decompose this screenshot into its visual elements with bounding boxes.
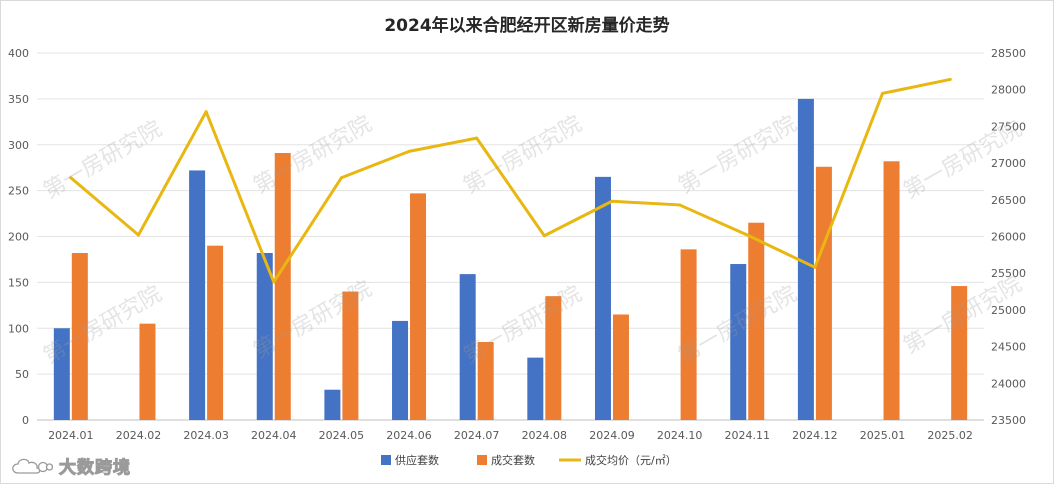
price-point [813,265,817,269]
price-point [69,176,73,180]
x-axis: 2024.01 2024.02 2024.03 2024.04 2024.05 2024.… [48,429,973,442]
y-left-tick-label: 300 [8,139,29,152]
price-line [69,77,952,284]
x-tick-label: 2024.06 [386,429,432,442]
price-point [745,233,749,237]
y-right-tick-label: 25500 [991,267,1026,280]
y-left-tick-label: 200 [8,231,29,244]
y-left-tick-label: 250 [8,185,29,198]
x-tick-label: 2024.04 [251,429,297,442]
price-point [948,77,952,81]
brand-logo: 大数跨境 [9,453,131,479]
y-right-tick-label: 28000 [991,84,1026,97]
y-right-tick-label: 27500 [991,120,1026,133]
supply-bar [459,274,476,420]
x-tick-label: 2024.10 [657,429,703,442]
price-point [678,203,682,207]
watermark-text: 第一房研究院 [459,282,586,370]
supply-bar [797,98,814,420]
legend-swatch [477,455,487,465]
series-supply-bars [53,98,814,420]
series-deal-bars [71,153,968,420]
x-tick-label: 2024.11 [725,429,771,442]
y-right-tick-label: 24500 [991,341,1026,354]
watermark-text: 第一房研究院 [459,112,586,200]
deal-bar [748,222,765,420]
deal-bar [71,253,88,420]
deal-bar [410,193,427,420]
y-right-tick-label: 26500 [991,194,1026,207]
deal-bar [342,291,359,420]
price-point [204,110,208,114]
gridlines [37,52,984,421]
supply-bar [730,264,747,420]
price-point [542,234,546,238]
watermark-text: 第一房研究院 [249,112,376,200]
legend-label: 成交均价（元/㎡） [585,453,677,467]
y-right-tick-label: 26000 [991,231,1026,244]
y-axis-right: 23500 24000 24500 25000 25500 26000 26500 27000… [991,47,1026,427]
deal-bar [815,166,832,420]
y-left-tick-label: 350 [8,93,29,106]
y-left-tick-label: 0 [22,414,29,427]
price-point [475,136,479,140]
supply-bar [527,357,544,420]
supply-bar [594,176,611,420]
chart-title: 2024年以来合肥经开区新房量价走势 [384,15,669,36]
price-point [407,149,411,153]
deal-bar [477,342,494,420]
brand-text: 大数跨境 [59,458,131,479]
deal-bar [545,296,562,420]
deal-bar [207,245,224,420]
y-axis-left: 0 50 100 150 200 250 300 350 400 [8,47,29,427]
y-right-tick-label: 27000 [991,157,1026,170]
legend[interactable]: 供应套数 成交套数 成交均价（元/㎡） [381,453,677,467]
legend-label: 成交套数 [491,453,535,467]
y-right-tick-label: 24000 [991,377,1026,390]
legend-swatch [381,455,391,465]
supply-bar [392,320,409,420]
x-tick-label: 2024.12 [792,429,838,442]
x-tick-label: 2025.01 [860,429,906,442]
y-left-tick-label: 150 [8,276,29,289]
price-point [136,233,140,237]
x-tick-label: 2024.03 [183,429,229,442]
deal-bar [274,153,291,420]
deal-bar [680,249,697,420]
y-right-tick-label: 25000 [991,304,1026,317]
supply-bar [256,253,273,420]
x-tick-label: 2024.02 [116,429,162,442]
price-point [881,91,885,95]
x-tick-label: 2024.01 [48,429,94,442]
supply-bar [53,328,70,420]
x-tick-label: 2024.07 [454,429,500,442]
y-left-tick-label: 100 [8,322,29,335]
series-price-line [69,77,952,284]
watermark-text: 第一房研究院 [674,112,801,200]
y-right-tick-label: 28500 [991,47,1026,60]
x-tick-label: 2024.05 [319,429,365,442]
x-tick-label: 2025.02 [927,429,973,442]
price-point [339,176,343,180]
legend-label: 供应套数 [395,453,439,467]
deal-bar [612,314,629,420]
deal-bar [883,161,900,420]
deal-bar [139,323,156,420]
x-tick-label: 2024.09 [589,429,635,442]
y-left-tick-label: 50 [15,368,29,381]
x-tick-label: 2024.08 [522,429,568,442]
supply-bar [324,389,341,420]
y-left-tick-label: 400 [8,47,29,60]
price-point [610,199,614,203]
deal-bar [951,286,968,420]
supply-bar [189,170,206,420]
y-right-tick-label: 23500 [991,414,1026,427]
price-point [272,280,276,284]
brand-cloud-icon [12,458,53,474]
